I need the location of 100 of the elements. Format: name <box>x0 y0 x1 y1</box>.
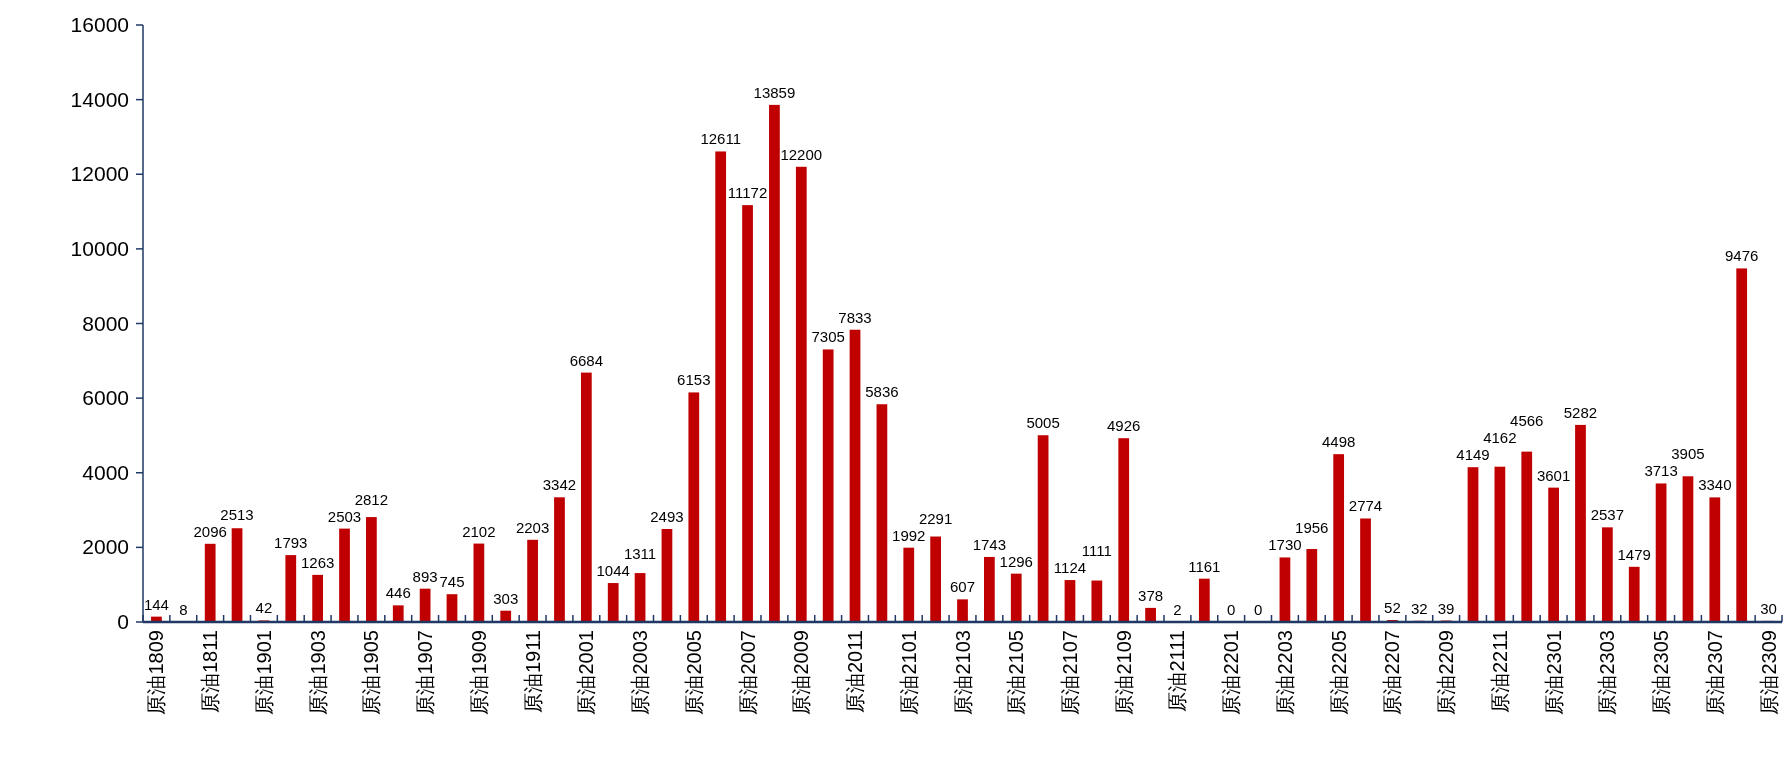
data-label: 39 <box>1437 599 1455 617</box>
data-label: 1743 <box>972 535 1007 553</box>
data-label: 5836 <box>865 383 899 401</box>
data-label: 1992 <box>892 526 926 544</box>
data-label: 607 <box>949 578 976 596</box>
data-label: 4498 <box>1321 433 1356 451</box>
data-label: 2513 <box>220 505 254 523</box>
data-label: 3340 <box>1698 476 1732 494</box>
data-label: 2493 <box>650 507 684 525</box>
x-tick-label: 原油2005 <box>682 630 705 715</box>
data-label: 30 <box>1760 599 1777 617</box>
data-label: 12200 <box>780 145 823 163</box>
y-tick-label: 4000 <box>82 460 129 484</box>
x-tick-label: 原油2301 <box>1542 630 1565 715</box>
data-label: 7305 <box>811 328 845 346</box>
data-label: 5005 <box>1026 414 1060 432</box>
x-tick-label: 原油2203 <box>1273 630 1296 715</box>
x-tick-label: 原油2201 <box>1220 630 1243 715</box>
x-tick-label: 原油2105 <box>1005 630 1028 715</box>
x-tick-label: 原油1811 <box>199 630 222 714</box>
y-tick-label: 2000 <box>82 535 129 559</box>
data-label: 0 <box>1227 601 1236 618</box>
x-tick-label: 原油1809 <box>145 630 168 715</box>
data-label: 1161 <box>1188 557 1221 575</box>
x-tick-label: 原油2107 <box>1058 630 1081 715</box>
data-label: 1263 <box>300 553 335 571</box>
data-label: 9476 <box>1725 247 1759 265</box>
x-tick-label: 原油2303 <box>1596 630 1619 715</box>
data-label: 1479 <box>1617 545 1651 563</box>
data-label: 52 <box>1384 599 1401 617</box>
y-tick-label: 10000 <box>70 236 129 260</box>
data-label: 4566 <box>1510 412 1544 430</box>
data-label: 745 <box>439 573 465 591</box>
y-tick-label: 0 <box>117 610 129 633</box>
x-tick-label: 原油2103 <box>951 630 974 715</box>
data-label: 378 <box>1138 586 1164 604</box>
x-tick-label: 原油1903 <box>306 630 329 715</box>
data-label: 2812 <box>354 490 389 508</box>
y-tick-label: 16000 <box>70 13 129 36</box>
data-label: 1311 <box>623 545 657 563</box>
x-tick-label: 原油2007 <box>736 630 759 715</box>
data-label: 32 <box>1410 599 1428 617</box>
data-label: 6684 <box>569 351 604 369</box>
data-label: 1730 <box>1268 536 1302 554</box>
data-label: 1044 <box>596 562 630 580</box>
data-label: 3905 <box>1671 445 1705 463</box>
data-label: 7833 <box>838 308 872 326</box>
x-tick-label: 原油2205 <box>1327 630 1350 715</box>
x-tick-label: 原油2003 <box>629 630 652 715</box>
data-label: 2537 <box>1590 506 1625 524</box>
x-tick-label: 原油2101 <box>897 630 920 715</box>
x-tick-label: 原油2207 <box>1381 630 1404 715</box>
x-tick-label: 原油1901 <box>252 630 275 715</box>
x-tick-label: 原油2309 <box>1757 630 1780 715</box>
data-label: 2291 <box>918 509 953 527</box>
x-tick-label: 原油1911 <box>521 630 544 714</box>
x-tick-label: 原油2211 <box>1488 630 1511 714</box>
data-label: 5282 <box>1563 403 1598 421</box>
x-tick-label: 原油2111 <box>1166 630 1189 712</box>
data-label: 1793 <box>274 534 308 552</box>
data-label: 3342 <box>542 476 577 494</box>
data-label: 2774 <box>1348 497 1383 515</box>
x-tick-label: 原油2307 <box>1703 630 1726 715</box>
data-label: 11172 <box>727 184 768 202</box>
data-label: 1956 <box>1295 519 1329 537</box>
data-label: 6153 <box>677 371 711 389</box>
data-label: 12611 <box>700 130 741 148</box>
x-tick-label: 原油2109 <box>1112 630 1135 715</box>
x-tick-label: 原油1909 <box>467 630 490 715</box>
y-tick-label: 14000 <box>70 87 129 111</box>
y-tick-label: 8000 <box>82 311 129 335</box>
data-label: 303 <box>493 589 519 607</box>
data-label: 2203 <box>515 518 550 536</box>
x-tick-label: 原油2209 <box>1435 630 1458 715</box>
x-tick-label: 原油2001 <box>575 630 598 715</box>
data-label: 893 <box>412 567 438 585</box>
x-tick-label: 原油1905 <box>360 630 383 715</box>
data-label: 8 <box>179 600 188 618</box>
y-tick-label: 12000 <box>70 162 129 186</box>
data-label: 1111 <box>1081 542 1112 560</box>
data-label: 0 <box>1253 601 1263 618</box>
data-label: 42 <box>255 599 273 617</box>
x-tick-label: 原油2305 <box>1650 630 1673 715</box>
data-label: 2102 <box>462 522 496 540</box>
data-label: 3601 <box>1536 466 1571 484</box>
data-label: 2 <box>1173 600 1182 618</box>
y-tick-label: 6000 <box>82 386 129 410</box>
x-tick-label: 原油1907 <box>414 630 437 715</box>
data-label: 2096 <box>193 522 227 540</box>
data-label: 1124 <box>1053 559 1087 577</box>
x-tick-label: 原油2009 <box>790 630 813 715</box>
data-label: 446 <box>385 584 411 602</box>
data-label: 4162 <box>1483 429 1517 447</box>
x-tick-label: 原油2011 <box>844 630 867 714</box>
data-label: 13859 <box>753 83 796 101</box>
data-label: 144 <box>143 595 169 613</box>
data-label: 4926 <box>1107 417 1141 435</box>
data-label: 2503 <box>327 507 362 525</box>
data-label: 4149 <box>1456 446 1490 464</box>
data-label: 1296 <box>999 552 1033 570</box>
